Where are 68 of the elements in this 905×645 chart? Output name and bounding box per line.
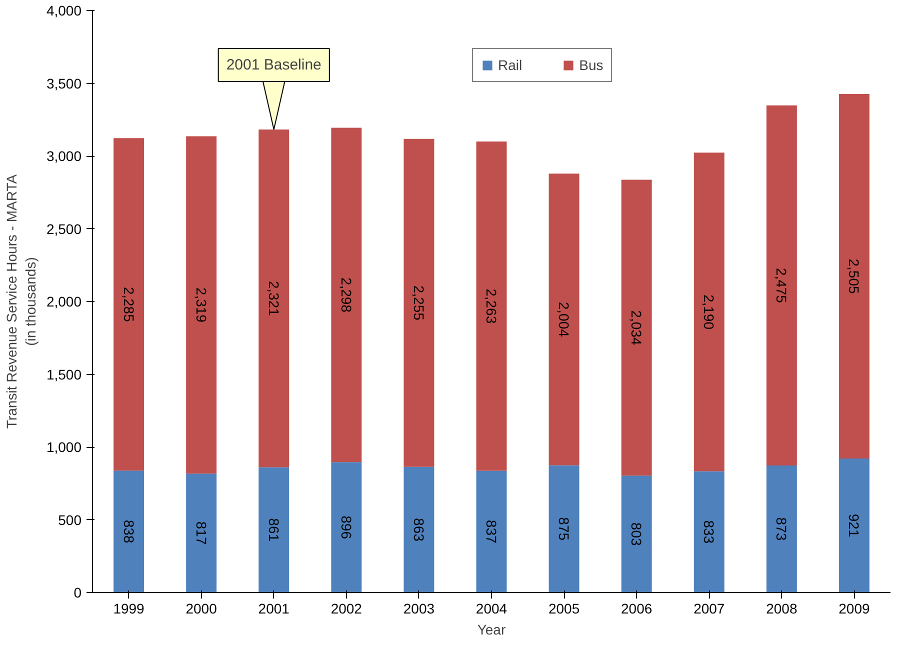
data-label: 2,321: [266, 280, 282, 316]
y-tick-label: 0: [74, 584, 82, 600]
x-tick-label: 2003: [403, 600, 435, 616]
data-label: 2,255: [410, 285, 427, 321]
bar: [766, 465, 797, 592]
x-tick-label: 2004: [476, 600, 508, 616]
bar: [766, 105, 797, 466]
x-tick-label: 2002: [330, 600, 362, 616]
bar: [694, 152, 724, 472]
y-tick-label: 1,000: [46, 439, 82, 455]
x-tick-label: 2008: [766, 600, 798, 616]
bar: [258, 467, 290, 592]
bar: [404, 138, 434, 467]
data-label: 2,034: [628, 310, 645, 346]
bar: [331, 128, 362, 462]
legend-label: Bus: [579, 57, 604, 73]
data-label: 921: [846, 514, 862, 538]
x-tick-label: 2006: [621, 600, 652, 616]
x-tick-label: 2000: [186, 600, 218, 616]
y-tick-label: 1,500: [46, 366, 82, 382]
x-axis-title: Year: [477, 622, 506, 638]
legend-label: Rail: [498, 57, 522, 73]
bar: [186, 474, 217, 592]
y-tick-label: 3,500: [46, 75, 82, 92]
y-tick-label: 4,000: [46, 2, 82, 18]
data-label: 817: [193, 521, 210, 545]
data-label: 896: [338, 516, 354, 540]
data-label: 2,505: [846, 258, 862, 294]
data-label: 837: [484, 520, 500, 544]
data-label: 2,298: [338, 277, 354, 313]
x-tick-label: 1999: [113, 600, 145, 616]
bar: [476, 141, 507, 471]
data-label: 803: [628, 522, 645, 546]
x-tick-label: 2001: [258, 600, 290, 616]
bar: [838, 458, 870, 592]
y-tick-label: 500: [58, 512, 82, 528]
bar: [114, 470, 144, 592]
data-label: 2,475: [774, 268, 790, 304]
y-tick-label: 3,000: [46, 148, 82, 164]
bar: [186, 136, 217, 474]
bar: [621, 476, 652, 592]
annotation: 2001 Baseline: [226, 56, 322, 74]
bar: [621, 180, 652, 476]
bar: [114, 138, 144, 471]
bar: [331, 462, 362, 592]
bar: [404, 466, 434, 592]
bar: [476, 470, 507, 592]
y-tick-label: 2,000: [46, 294, 82, 310]
data-label: 863: [410, 518, 427, 542]
data-label: 873: [774, 517, 790, 541]
data-label: 2,319: [193, 287, 210, 323]
data-label: 2,190: [701, 294, 718, 330]
data-label: 2,004: [556, 302, 572, 338]
data-label: 875: [556, 517, 572, 541]
data-label: 838: [120, 520, 137, 544]
data-label: 2,263: [484, 288, 500, 324]
y-tick-label: 2,500: [46, 220, 82, 237]
bar: [548, 465, 580, 592]
bar: [548, 174, 580, 466]
data-label: 2,285: [120, 286, 137, 322]
x-tick-label: 2007: [694, 600, 725, 616]
y-axis-title: Transit Revenue Service Hours - MARTA (in thousands): [3, 174, 38, 429]
data-label: 861: [266, 518, 282, 542]
x-tick-label: 2005: [548, 600, 580, 616]
x-tick-label: 2009: [838, 600, 870, 616]
bar: [838, 94, 870, 458]
bar: [694, 471, 724, 592]
data-label: 833: [701, 520, 718, 544]
